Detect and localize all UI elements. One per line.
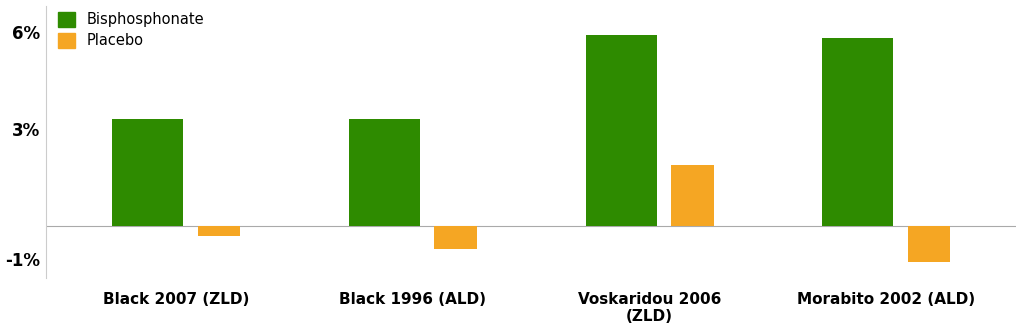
Bar [670, 165, 713, 226]
Legend: Bisphosphonate, Placebo: Bisphosphonate, Placebo [53, 7, 208, 53]
Bar [197, 226, 240, 236]
Bar [586, 35, 657, 226]
Bar [350, 119, 420, 226]
Bar [434, 226, 477, 249]
Bar [823, 38, 893, 226]
Bar [908, 226, 950, 262]
Bar [112, 119, 183, 226]
